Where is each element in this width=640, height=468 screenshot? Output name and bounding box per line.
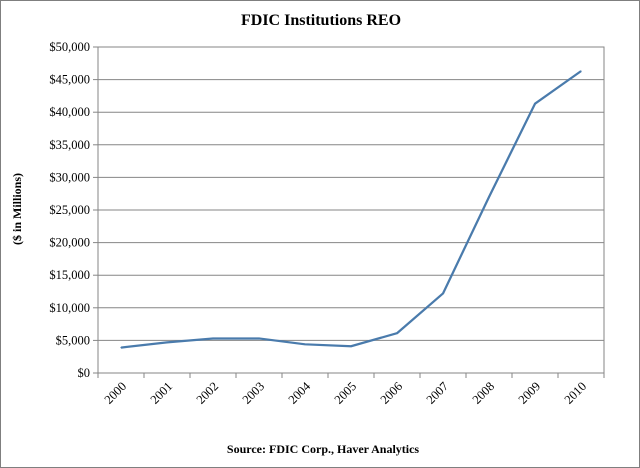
y-tick-label: $5,000 xyxy=(56,333,90,347)
y-tick-label: $20,000 xyxy=(49,236,90,250)
y-axis-label: ($ in Millions) xyxy=(10,173,24,245)
x-tick-label: 2001 xyxy=(148,379,176,407)
x-tick-label: 2010 xyxy=(562,379,590,407)
y-tick-label: $10,000 xyxy=(49,301,90,315)
x-tick-label: 2007 xyxy=(424,379,452,407)
data-point xyxy=(534,103,536,105)
data-point xyxy=(488,196,490,198)
x-tick-label: 2009 xyxy=(516,379,544,407)
y-tick-label: $40,000 xyxy=(49,105,90,119)
y-tick-label: $15,000 xyxy=(49,268,90,282)
x-tick-label: 2003 xyxy=(240,379,268,407)
data-point xyxy=(212,337,214,340)
y-tick-label: $30,000 xyxy=(49,170,90,184)
gridlines xyxy=(98,79,604,341)
data-point xyxy=(258,337,260,340)
x-tick-label: 2004 xyxy=(286,379,314,407)
x-tick-label: 2005 xyxy=(332,379,360,407)
x-axis: 2000 2001 2002 2003 2004 2005 2006 2007 2008 2009… xyxy=(97,373,605,407)
x-tick-label: 2008 xyxy=(470,379,498,407)
data-point xyxy=(396,332,398,334)
source-note: Source: FDIC Corp., Haver Analytics xyxy=(227,442,420,456)
y-tick-label: $0 xyxy=(78,366,91,380)
series-layer xyxy=(120,70,582,349)
chart-title: FDIC Institutions REO xyxy=(241,12,401,29)
data-point xyxy=(120,346,122,349)
y-tick-label: $35,000 xyxy=(49,138,90,152)
data-point xyxy=(442,292,444,295)
x-tick-label: 2006 xyxy=(378,379,406,407)
data-point xyxy=(580,70,582,72)
y-tick-label: $50,000 xyxy=(49,40,90,54)
y-axis: $0 $5,000 $10,000 $15,000 $20,000 $25,000 $30,… xyxy=(49,40,98,380)
data-point xyxy=(166,341,168,343)
y-tick-label: $25,000 xyxy=(49,203,90,217)
y-tick-label: $45,000 xyxy=(49,73,90,87)
data-point xyxy=(350,345,352,347)
x-tick-label: 2000 xyxy=(102,379,130,407)
x-tick-label: 2002 xyxy=(194,379,222,407)
data-point xyxy=(304,343,306,345)
